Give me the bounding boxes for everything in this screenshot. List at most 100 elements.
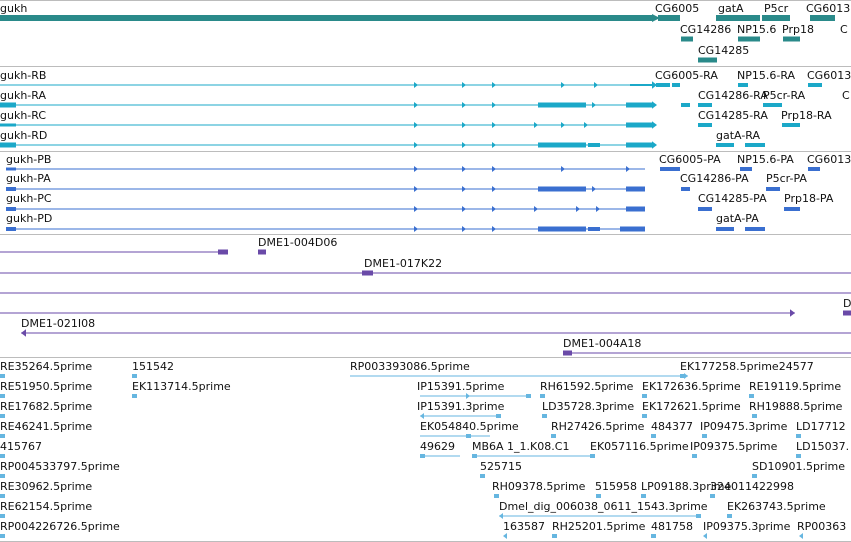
est-484377[interactable]: 484377: [651, 420, 693, 438]
est-re62154-5prime-label[interactable]: RE62154.5prime: [0, 500, 92, 513]
est-mb6a-1-1-k08-c1-label[interactable]: MB6A 1_1.K08.C1: [472, 440, 569, 453]
est-lp09188-3prime-label[interactable]: LP09188.3prime: [641, 480, 732, 493]
protein-p5cr-pa[interactable]: P5cr-PA: [766, 172, 807, 191]
gene-cg14286-label[interactable]: CG14286: [680, 23, 731, 36]
transcript-gata-ra[interactable]: gatA-RA: [716, 129, 765, 147]
est-re19119-5prime[interactable]: RE19119.5prime: [749, 380, 841, 398]
protein-gata-pa-label[interactable]: gatA-PA: [716, 212, 759, 225]
protein-gukh-pb-label[interactable]: gukh-PB: [6, 153, 51, 166]
est-ek177258-5prime24577[interactable]: EK177258.5prime24577: [680, 360, 814, 378]
est-481758-label[interactable]: 481758: [651, 520, 693, 533]
est-ip09375-5prime-label[interactable]: IP09375.5prime: [690, 440, 778, 453]
est-re46241-5prime[interactable]: RE46241.5prime: [0, 420, 92, 438]
gene-cg14285[interactable]: CG14285: [698, 44, 749, 63]
est-ld15037-label[interactable]: LD15037.: [796, 440, 849, 453]
protein-cg6005-pa-label[interactable]: CG6005-PA: [659, 153, 721, 166]
protein-cg6013-pa[interactable]: CG6013-PA: [807, 153, 851, 171]
transcript-p5cr-ra-label[interactable]: P5cr-RA: [763, 89, 806, 102]
est-525715-label[interactable]: 525715: [480, 460, 522, 473]
est-ld35728-3prime[interactable]: LD35728.3prime: [542, 400, 634, 418]
est-rh27426-5prime-label[interactable]: RH27426.5prime: [551, 420, 645, 433]
protein-gukh-pd[interactable]: gukh-PD: [6, 212, 645, 232]
est-49629[interactable]: 49629: [420, 440, 460, 458]
protein-np15-6-pa-label[interactable]: NP15.6-PA: [737, 153, 794, 166]
transcript-gukh-ra[interactable]: gukh-RA: [0, 89, 657, 109]
transcript-gukh-rd[interactable]: gukh-RD: [0, 129, 657, 149]
est-ek054840-5prime-label[interactable]: EK054840.5prime: [420, 420, 519, 433]
protein-gukh-pc[interactable]: gukh-PC: [6, 192, 645, 212]
est-324011422998-label[interactable]: 324011422998: [710, 480, 794, 493]
est-ek263743-5prime[interactable]: EK263743.5prime: [727, 500, 826, 518]
protein-np15-6-pa[interactable]: NP15.6-PA: [737, 153, 794, 171]
est-re30962-5prime-label[interactable]: RE30962.5prime: [0, 480, 92, 493]
est-dmel-dig-006038-0611-1543-3prime-label[interactable]: Dmel_dig_006038_0611_1543.3prime: [499, 500, 708, 513]
gene-p5cr[interactable]: P5cr: [762, 2, 790, 21]
est-sd10901-5prime[interactable]: SD10901.5prime: [752, 460, 845, 478]
est-ip15391-5prime-label[interactable]: IP15391.5prime: [417, 380, 505, 393]
transcript-gukh-rd-label[interactable]: gukh-RD: [0, 129, 47, 142]
est-re30962-5prime[interactable]: RE30962.5prime: [0, 480, 92, 498]
est-re35264-5prime-label[interactable]: RE35264.5prime: [0, 360, 92, 373]
transcript-prp18-ra-label[interactable]: Prp18-RA: [781, 109, 832, 122]
gene-cg6005[interactable]: CG6005: [655, 2, 699, 21]
est-525715[interactable]: 525715: [480, 460, 522, 478]
est-ip09375-3prime[interactable]: IP09375.3prime: [703, 520, 791, 539]
clone-dme1-004a18[interactable]: DME1-004A18: [563, 337, 851, 356]
est-rp004533797-5prime[interactable]: RP004533797.5prime: [0, 460, 120, 478]
est-rp003393086-5prime[interactable]: RP003393086.5prime: [350, 360, 688, 379]
est-163587[interactable]: 163587: [503, 520, 545, 539]
protein-p5cr-pa-label[interactable]: P5cr-PA: [766, 172, 807, 185]
est-163587-label[interactable]: 163587: [503, 520, 545, 533]
gene-np15-6-label[interactable]: NP15.6: [737, 23, 776, 36]
transcript-cg6005-ra[interactable]: CG6005-RA: [655, 69, 718, 87]
est-515958-label[interactable]: 515958: [595, 480, 637, 493]
transcript-gukh-rc-label[interactable]: gukh-RC: [0, 109, 46, 122]
est-lp09188-3prime[interactable]: LP09188.3prime: [641, 480, 732, 498]
est-49629-label[interactable]: 49629: [420, 440, 455, 453]
est-re46241-5prime-label[interactable]: RE46241.5prime: [0, 420, 92, 433]
protein-gata-pa[interactable]: gatA-PA: [716, 212, 765, 231]
transcript-gukh-rb[interactable]: gukh-RB: [0, 69, 657, 89]
protein-cg14285-pa-label[interactable]: CG14285-PA: [698, 192, 767, 205]
gene-gata[interactable]: gatA: [716, 2, 760, 21]
protein-gukh-pd-label[interactable]: gukh-PD: [6, 212, 52, 225]
gene-prp18-label[interactable]: Prp18: [782, 23, 814, 36]
est-515958[interactable]: 515958: [595, 480, 637, 498]
est-rh25201-5prime[interactable]: RH25201.5prime: [552, 520, 646, 538]
est-re35264-5prime[interactable]: RE35264.5prime: [0, 360, 92, 378]
est-ip09375-5prime[interactable]: IP09375.5prime: [690, 440, 778, 458]
est-rh09378-5prime-label[interactable]: RH09378.5prime: [492, 480, 586, 493]
protein-cg14286-pa-label[interactable]: CG14286-PA: [680, 172, 749, 185]
protein-gukh-pb[interactable]: gukh-PB: [6, 153, 645, 172]
est-ek057116-5prime[interactable]: EK057116.5prime: [590, 440, 689, 458]
clone-dme1-004d06[interactable]: DME1-004D06: [0, 236, 337, 255]
transcript-cg6005-ra-label[interactable]: CG6005-RA: [655, 69, 718, 82]
protein-gukh-pc-label[interactable]: gukh-PC: [6, 192, 52, 205]
est-re51950-5prime[interactable]: RE51950.5prime: [0, 380, 92, 398]
est-151542-label[interactable]: 151542: [132, 360, 174, 373]
est-rh25201-5prime-label[interactable]: RH25201.5prime: [552, 520, 646, 533]
transcript-cg6013-ra-label[interactable]: CG6013-RA: [807, 69, 851, 82]
est-mb6a-1-1-k08-c1[interactable]: MB6A 1_1.K08.C1: [472, 440, 590, 458]
transcript-np15-6-ra-label[interactable]: NP15.6-RA: [737, 69, 796, 82]
protein-prp18-pa[interactable]: Prp18-PA: [784, 192, 834, 211]
est-re19119-5prime-label[interactable]: RE19119.5prime: [749, 380, 841, 393]
est-re17682-5prime-label[interactable]: RE17682.5prime: [0, 400, 92, 413]
est-324011422998[interactable]: 324011422998: [710, 480, 794, 498]
est-415767-label[interactable]: 415767: [0, 440, 42, 453]
gene-cg6005-label[interactable]: CG6005: [655, 2, 699, 15]
est-484377-label[interactable]: 484377: [651, 420, 693, 433]
transcript-cg14285-ra[interactable]: CG14285-RA: [698, 109, 768, 127]
protein-prp18-pa-label[interactable]: Prp18-PA: [784, 192, 834, 205]
est-ip09475-3prime[interactable]: IP09475.3prime: [700, 420, 788, 438]
est-ek172621-5prime-label[interactable]: EK172621.5prime: [642, 400, 741, 413]
protein-cg6005-pa[interactable]: CG6005-PA: [659, 153, 721, 171]
clone-dme1-017k22-label[interactable]: DME1-017K22: [364, 257, 442, 270]
gene-p5cr-label[interactable]: P5cr: [764, 2, 789, 15]
est-ld17712[interactable]: LD17712: [796, 420, 846, 438]
est-ek113714-5prime[interactable]: EK113714.5prime: [132, 380, 231, 398]
gene-cg6013-label[interactable]: CG6013: [806, 2, 850, 15]
est-rh19888-5prime[interactable]: RH19888.5prime: [749, 400, 843, 418]
gene-gata-label[interactable]: gatA: [718, 2, 744, 15]
